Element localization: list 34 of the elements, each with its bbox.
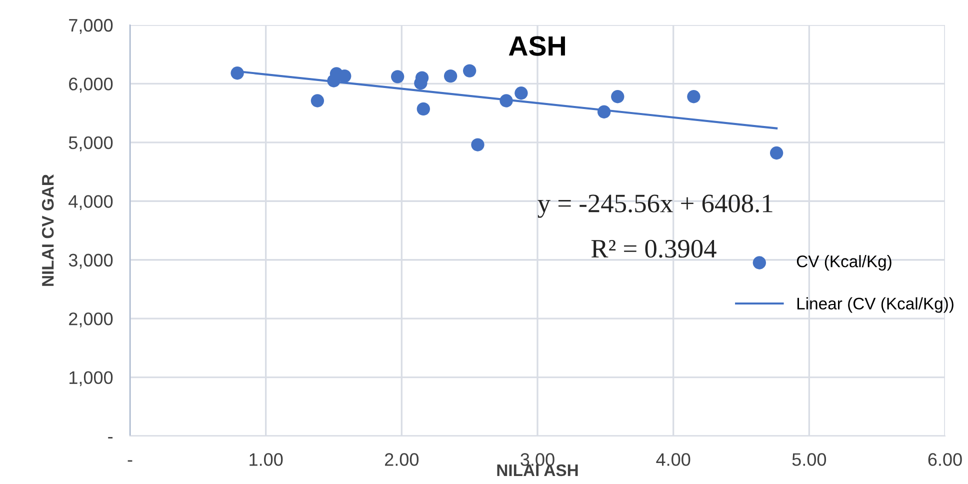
point (514, 86, 528, 100)
x-tick-label: 4.00 (656, 453, 690, 466)
y-tick-label: 3,000 (68, 254, 113, 269)
y-tick-label: 2,000 (69, 312, 113, 328)
x-tick-label: 2.00 (385, 453, 419, 466)
chart-title: ASH (508, 36, 565, 56)
y-tick-label: 1,000 (70, 371, 113, 386)
point (500, 94, 513, 108)
point (338, 69, 352, 83)
point (416, 102, 430, 116)
point (462, 64, 476, 78)
annotation: R² = 0.3904 (591, 240, 716, 258)
x-tick-label: 5.00 (792, 453, 826, 466)
y-tick-label: 6,000 (69, 78, 113, 93)
x-tick-label: 3.00 (520, 453, 554, 466)
point (444, 69, 458, 83)
x-tick-label: 1.00 (250, 453, 283, 466)
point (391, 70, 404, 84)
y-axis-title: NILAI CV GAR (42, 174, 54, 286)
point (471, 138, 484, 152)
y-tick-label: 5,000 (68, 136, 113, 152)
annotation: y = -245.56x + 6408.1 (538, 194, 772, 218)
point (230, 66, 244, 80)
point (597, 105, 611, 118)
point (611, 90, 624, 104)
point (687, 90, 700, 104)
y-tick-label: 4,000 (68, 195, 113, 210)
legend-label: Linear (CV (Kcal/Kg)) (797, 297, 954, 313)
point (310, 94, 324, 108)
x-tick-label: 6.00 (928, 453, 962, 466)
legend-label: CV (Kcal/Kg) (796, 255, 892, 271)
point (770, 146, 784, 160)
y-tick-label: - (108, 437, 113, 438)
y-tick-label: 7,000 (69, 18, 113, 34)
